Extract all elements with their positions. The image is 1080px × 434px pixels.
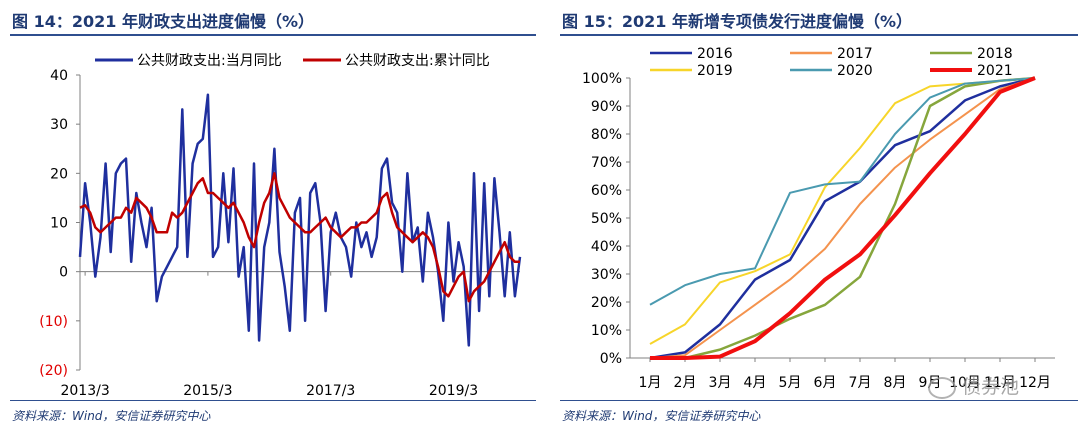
- chart-title-fig14: 图 14：2021 年财政支出进度偏慢（%）: [12, 12, 314, 31]
- source-rule: [10, 400, 536, 401]
- legend-label: 公共财政支出:当月同比: [137, 53, 282, 69]
- watermark-text: 债券池: [962, 376, 1020, 398]
- series-line-monthly-yoy: [78, 93, 522, 347]
- y-tick-label: (20): [39, 363, 68, 379]
- legend-label: 2016: [697, 46, 733, 62]
- legend-label: 公共财政支出:累计同比: [345, 53, 490, 69]
- legend-label: 2018: [977, 46, 1013, 62]
- legend-label: 2019: [697, 63, 733, 79]
- y-tick-label: (10): [39, 314, 68, 330]
- legend-label: 2021: [977, 63, 1013, 79]
- y-tick-label: 90%: [591, 99, 622, 115]
- x-tick-label: 1月: [639, 375, 662, 391]
- source-note: 资料来源：Wind，安信证券研究中心: [562, 409, 761, 423]
- chart-panel-special-bonds: 图 15：2021 年新增专项债发行进度偏慢（%） 0% 10% 20% 30% 40%…: [550, 0, 1080, 434]
- x-tick-label: 6月: [814, 375, 837, 391]
- legend-label: 2017: [837, 46, 873, 62]
- y-tick-label: 100%: [582, 71, 622, 87]
- title-rule: [560, 34, 1078, 36]
- x-tick-label: 2月: [674, 375, 697, 391]
- x-tick-label: 2019/3: [429, 383, 478, 399]
- y-tick-label: 60%: [591, 183, 622, 199]
- y-tick-label: 40%: [591, 239, 622, 255]
- series-line-2017: [649, 77, 1036, 359]
- y-tick-label: 40: [50, 68, 68, 84]
- x-tick-label: 10月: [949, 375, 981, 391]
- x-tick-label: 5月: [779, 375, 802, 391]
- x-tick-label: 12月: [1019, 375, 1051, 391]
- fiscal-spending-line-chart: 40 30 20 10 0 (10) (20) 2013/3 2015/3 2017/3 2019/…: [39, 53, 522, 399]
- watermark: 债券池: [928, 372, 1019, 399]
- y-tick-label: 10%: [591, 323, 622, 339]
- series-line-2021: [650, 76, 1036, 360]
- x-tick-label: 7月: [849, 375, 872, 391]
- y-tick-label: 30: [50, 117, 68, 133]
- source-note: 资料来源：Wind，安信证券研究中心: [12, 409, 211, 423]
- series-line-2018: [650, 76, 1036, 360]
- legend-label: 2020: [837, 63, 873, 79]
- y-tick-label: 30%: [591, 267, 622, 283]
- x-tick-label: 8月: [884, 375, 907, 391]
- x-tick-label: 3月: [709, 375, 732, 391]
- wechat-icon: [928, 376, 956, 399]
- series-line-cumulative-yoy: [79, 172, 520, 303]
- source-rule: [560, 400, 1078, 401]
- series-line-2016: [649, 76, 1036, 360]
- x-tick-label: 4月: [744, 375, 767, 391]
- y-tick-label: 50%: [591, 211, 622, 227]
- chart-title-fig15: 图 15：2021 年新增专项债发行进度偏慢（%）: [562, 12, 912, 31]
- chart-panel-fiscal-spending: 图 14：2021 年财政支出进度偏慢（%） 40 30 20 10 0 (10) (20)…: [10, 12, 536, 423]
- y-tick-label: 0: [59, 265, 68, 281]
- x-tick-label: 2015/3: [183, 383, 232, 399]
- x-tick-label: 2017/3: [306, 383, 355, 399]
- y-tick-label: 20%: [591, 295, 622, 311]
- y-tick-label: 70%: [591, 155, 622, 171]
- series-line-2020: [649, 77, 1036, 306]
- title-rule: [10, 34, 536, 36]
- y-tick-label: 80%: [591, 127, 622, 143]
- special-bond-progress-chart: 0% 10% 20% 30% 40% 50% 60% 70% 80% 90% 100% 1月 2月 3月 4…: [582, 46, 1055, 391]
- x-tick-label: 2013/3: [60, 383, 109, 399]
- y-tick-label: 0%: [600, 351, 622, 367]
- y-tick-label: 20: [50, 166, 68, 182]
- y-tick-label: 10: [50, 216, 68, 232]
- x-tick-label: 11月: [984, 375, 1016, 391]
